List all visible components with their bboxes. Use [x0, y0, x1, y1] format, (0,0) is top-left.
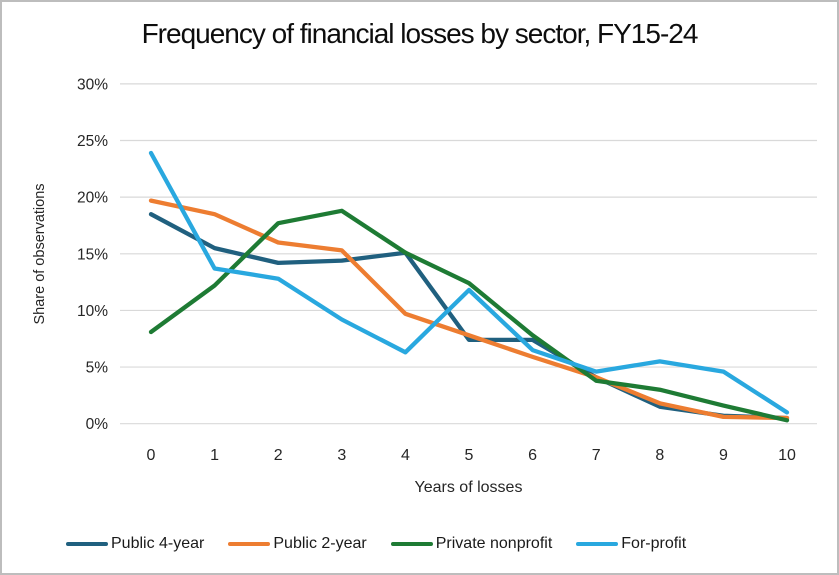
y-tick-label-20%: 20%	[77, 190, 108, 207]
y-tick-label-10%: 10%	[77, 303, 108, 320]
legend-label-private-nonprofit: Private nonprofit	[435, 535, 553, 552]
y-tick-label-0%: 0%	[86, 416, 109, 433]
legend-swatch-private-nonprofit	[390, 541, 433, 547]
series-line-private-nonprofit	[148, 208, 790, 423]
series-line-public-4-year	[148, 212, 790, 421]
y-tick-label-5%: 5%	[86, 360, 109, 377]
x-tick-label-0: 0	[147, 447, 156, 464]
x-tick-label-2: 2	[274, 447, 283, 464]
legend-label-for-profit: For-profit	[621, 535, 687, 552]
series-line-for-profit	[148, 150, 790, 415]
legend-label-public-2-year: Public 2-year	[273, 535, 367, 552]
y-tick-label-30%: 30%	[77, 76, 108, 93]
x-axis-title: Years of losses	[414, 479, 523, 496]
x-tick-label-9: 9	[719, 447, 728, 464]
x-tick-label-5: 5	[465, 447, 474, 464]
x-tick-label-3: 3	[337, 447, 346, 464]
x-tick-label-4: 4	[401, 447, 410, 464]
x-tick-label-6: 6	[528, 447, 537, 464]
y-tick-label-25%: 25%	[77, 133, 108, 150]
legend: Public 4-year Public 2-year Private nonp…	[66, 535, 686, 553]
x-tick-label-1: 1	[210, 447, 219, 464]
x-tick-label-10: 10	[778, 447, 796, 464]
legend-item-private-nonprofit: Private nonprofit	[390, 535, 553, 553]
chart-title: Frequency of financial losses by sector,…	[141, 18, 699, 49]
x-tick-label-7: 7	[592, 447, 601, 464]
x-tick-label-8: 8	[655, 447, 664, 464]
legend-swatch-public-4-year	[66, 541, 108, 547]
legend-label-public-4-year: Public 4-year	[111, 535, 205, 552]
legend-item-for-profit: For-profit	[576, 535, 686, 553]
legend-swatch-for-profit	[576, 541, 619, 547]
series-line-public-2-year	[148, 198, 790, 421]
legend-item-public-2-year: Public 2-year	[228, 535, 367, 553]
y-tick-label-15%: 15%	[77, 246, 108, 263]
y-axis-title: Share of observations	[32, 183, 48, 325]
legend-swatch-public-2-year	[228, 541, 271, 547]
legend-item-public-4-year: Public 4-year	[66, 535, 204, 553]
